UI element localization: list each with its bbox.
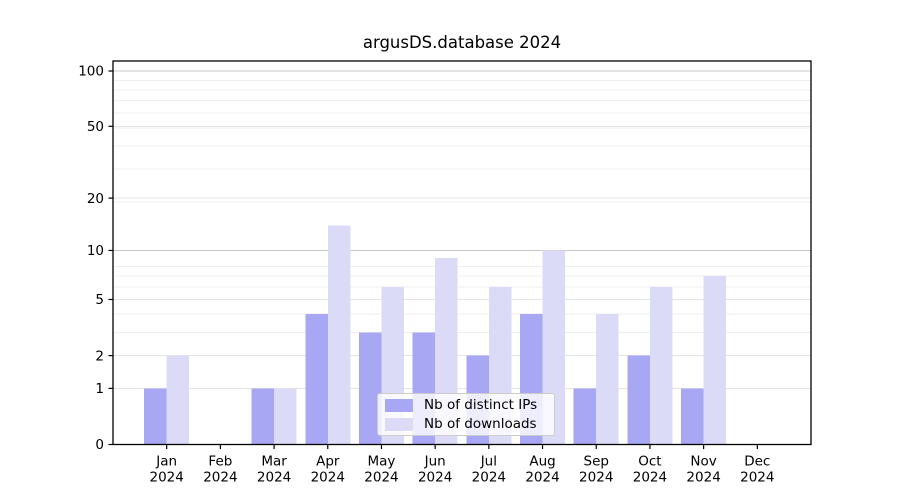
bar-mar-distinct-ips (251, 388, 275, 445)
bar-jan-distinct-ips (144, 388, 167, 445)
legend-swatch-distinct-ips (385, 398, 413, 412)
bar-nov-downloads (703, 276, 727, 445)
legend-label-downloads: Nb of downloads (424, 416, 537, 432)
y-tick-label: 20 (87, 191, 104, 207)
bar-jan-downloads (166, 355, 190, 445)
x-tick-label-month: Oct (638, 454, 661, 470)
x-tick-label-year: 2024 (525, 470, 559, 486)
bar-nov-distinct-ips (681, 388, 704, 445)
x-tick-label-year: 2024 (203, 470, 237, 486)
x-tick-label-year: 2024 (418, 470, 452, 486)
x-tick-label-year: 2024 (579, 470, 613, 486)
bar-may-distinct-ips (358, 332, 382, 445)
x-tick-label-month: Apr (316, 454, 340, 470)
x-tick-label-month: Jan (155, 454, 177, 470)
bar-sep-downloads (596, 314, 619, 445)
bar-apr-distinct-ips (305, 314, 328, 445)
bar-sep-distinct-ips (573, 388, 597, 445)
x-tick-label-year: 2024 (633, 470, 667, 486)
legend-label-distinct-ips: Nb of distinct IPs (424, 397, 538, 413)
bar-apr-downloads (327, 225, 351, 445)
x-tick-label-year: 2024 (150, 470, 184, 486)
legend-item-distinct-ips: Nb of distinct IPs (385, 397, 546, 413)
legend: Nb of distinct IPs Nb of downloads (377, 393, 555, 436)
y-tick-label: 50 (87, 119, 104, 135)
x-tick-label-month: Aug (529, 454, 555, 470)
y-tick-label: 0 (95, 437, 104, 453)
x-tick-label-month: Sep (584, 454, 609, 470)
x-tick-label-month: Feb (208, 454, 232, 470)
y-tick-label: 2 (95, 348, 104, 364)
y-tick-label: 5 (95, 292, 104, 308)
x-tick-label-year: 2024 (740, 470, 774, 486)
axes-frame (112, 60, 812, 446)
x-tick-label-month: Mar (261, 454, 287, 470)
legend-swatch-downloads (385, 417, 413, 431)
x-tick-label-year: 2024 (686, 470, 720, 486)
x-tick-label-year: 2024 (257, 470, 291, 486)
chart-title: argusDS.database 2024 (362, 33, 562, 52)
y-tick-label: 1 (95, 381, 104, 397)
x-tick-label-year: 2024 (364, 470, 398, 486)
y-tick-label: 100 (78, 64, 104, 80)
x-tick-label-month: Jul (480, 454, 497, 470)
y-tick-label: 10 (87, 243, 104, 259)
x-tick-label-month: May (368, 454, 396, 470)
bar-oct-downloads (649, 287, 673, 445)
bar-mar-downloads (274, 388, 297, 445)
bar-oct-distinct-ips (627, 355, 650, 445)
x-tick-label-year: 2024 (311, 470, 345, 486)
x-tick-label-year: 2024 (472, 470, 506, 486)
legend-item-downloads: Nb of downloads (385, 416, 546, 432)
x-tick-label-month: Nov (690, 454, 716, 470)
x-tick-label-month: Jun (424, 454, 446, 470)
x-tick-label-month: Dec (744, 454, 770, 470)
